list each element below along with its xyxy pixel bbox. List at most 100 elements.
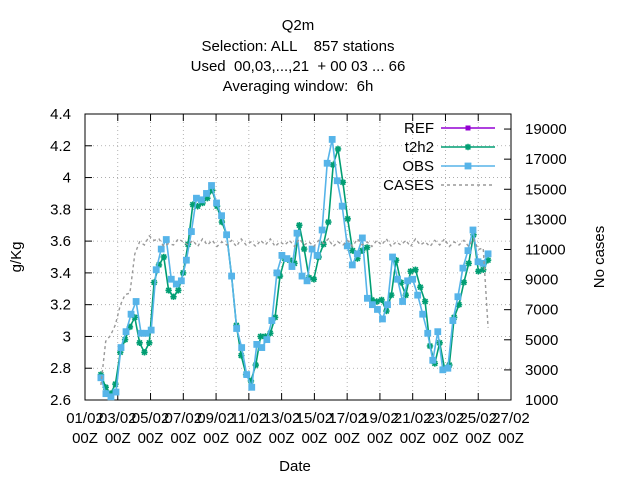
marker-star: [417, 283, 424, 291]
marker-box: [323, 159, 331, 167]
x-tick-label-date: 19/02: [361, 410, 399, 427]
marker-box: [369, 301, 376, 309]
grid: [85, 114, 511, 400]
y-tick-label: 3.8: [50, 201, 71, 218]
x-tick-label-date: 13/02: [263, 410, 301, 427]
series-obs: [97, 136, 492, 401]
x-tick-label-hour: 00Z: [498, 430, 524, 447]
marker-star-stroke: [257, 333, 264, 340]
title-line-1: Q2m: [282, 17, 315, 34]
marker-star: [363, 244, 371, 251]
marker-box: [258, 344, 266, 351]
x-tick-label-hour: 00Z: [72, 430, 98, 447]
legend-item-obs: OBS: [402, 158, 495, 175]
marker-box: [238, 344, 246, 351]
marker-box: [107, 393, 115, 401]
marker-star-stroke: [339, 179, 346, 186]
marker-star: [160, 253, 168, 261]
marker-box: [117, 344, 125, 351]
legend-item-t2h2: t2h2: [405, 139, 495, 156]
marker-star: [412, 266, 419, 273]
marker-box: [203, 190, 210, 197]
marker-box: [389, 253, 396, 261]
marker-star: [421, 298, 429, 305]
marker-box: [444, 364, 452, 372]
y-axis-label: g/Kg: [8, 242, 25, 273]
marker-star: [339, 179, 347, 186]
marker-box: [218, 212, 225, 220]
marker-box: [223, 231, 230, 239]
marker-star-stroke: [407, 268, 414, 275]
marker-box: [268, 317, 276, 324]
marker-star: [175, 287, 182, 294]
x-tick-label-hour: 00Z: [334, 430, 360, 447]
marker-box: [132, 298, 140, 305]
marker-star: [146, 339, 153, 346]
marker-star-stroke: [460, 279, 467, 286]
marker-star-stroke: [417, 284, 424, 291]
y2-tick-label: 19000: [525, 121, 567, 138]
marker-box: [208, 182, 215, 189]
marker-box: [479, 259, 487, 267]
marker-star: [388, 291, 395, 299]
marker-box: [248, 383, 256, 391]
marker-star-stroke: [364, 244, 371, 251]
series-line-cases: [100, 234, 489, 385]
x-tick-label-hour: 00Z: [433, 430, 459, 447]
marker-box: [298, 272, 306, 280]
marker-box: [308, 245, 316, 253]
marker-box: [263, 336, 271, 344]
marker-box: [343, 242, 351, 250]
y-tick-label: 4.2: [50, 138, 71, 155]
marker-box: [333, 177, 341, 185]
marker-star-stroke: [412, 266, 419, 273]
marker-box: [228, 272, 236, 280]
marker-box: [198, 196, 205, 204]
marker-box: [449, 317, 457, 324]
marker-box: [484, 250, 492, 258]
y2-tick-label: 9000: [525, 272, 558, 289]
x-tick-label-date: 17/02: [328, 410, 366, 427]
marker-box: [233, 325, 241, 332]
marker-box: [288, 263, 296, 270]
marker-box: [182, 256, 190, 264]
marker-box: [243, 371, 251, 378]
marker-star-stroke: [194, 203, 201, 210]
marker-box: [127, 310, 135, 318]
marker-star-stroke: [335, 145, 341, 152]
legend-item-ref: REF: [404, 120, 495, 137]
marker-box: [177, 277, 185, 285]
y2-axis-ticks: 1000 3000 5000 7000 9000 11000 13000 15000 17000…: [504, 121, 567, 409]
marker-box: [358, 234, 366, 242]
x-tick-label-date: 05/02: [132, 410, 170, 427]
legend: REF t2h2 OBS CASES: [383, 120, 495, 194]
marker-box: [429, 356, 437, 364]
marker-star-stroke: [165, 287, 172, 294]
x-tick-label-date: 01/02: [66, 410, 104, 427]
marker-star-stroke: [344, 215, 351, 222]
x-tick-label-date: 09/02: [197, 410, 235, 427]
y2-tick-label: 13000: [525, 211, 567, 228]
marker-star-stroke: [465, 260, 472, 267]
marker-star: [170, 293, 177, 300]
marker-star-stroke: [393, 257, 400, 264]
marker-star-stroke: [189, 201, 196, 208]
x-tick-label-date: 07/02: [165, 410, 203, 427]
marker-box: [97, 374, 105, 382]
marker-box: [374, 306, 381, 313]
marker-box: [213, 199, 220, 207]
marker-box: [424, 329, 432, 337]
marker-star-stroke: [131, 314, 138, 321]
marker-star-stroke: [485, 257, 492, 264]
marker-box: [464, 162, 472, 170]
x-tick-label-date: 27/02: [492, 410, 530, 427]
marker-star: [480, 266, 487, 273]
y-tick-label: 4: [63, 170, 71, 187]
marker-box: [464, 247, 472, 255]
marker-box: [353, 250, 361, 258]
marker-star: [136, 339, 143, 346]
y2-tick-label: 5000: [525, 332, 558, 349]
x-tick-label-hour: 00Z: [170, 430, 196, 447]
y-tick-label: 2.8: [50, 360, 71, 377]
marker-star-stroke: [136, 339, 143, 346]
